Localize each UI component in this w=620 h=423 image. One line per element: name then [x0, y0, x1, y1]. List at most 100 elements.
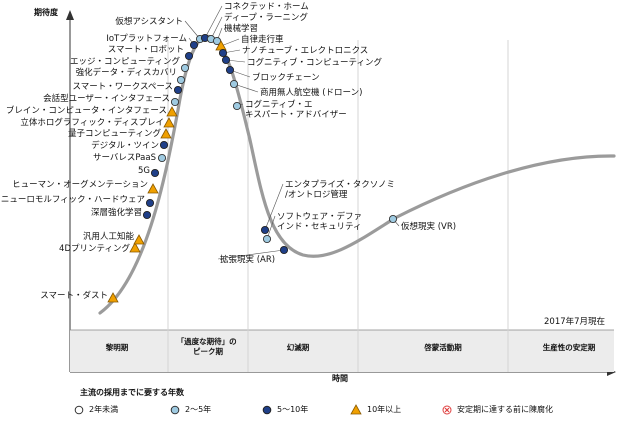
point-label: ディープ・ラーニング — [224, 12, 308, 23]
marker-circle — [189, 40, 199, 50]
legend-item-gt10: 10年以上 — [350, 404, 401, 415]
point-label: スマート・ダスト — [40, 290, 108, 301]
y-axis-title: 期待度 — [34, 7, 59, 17]
marker-circle — [159, 140, 169, 150]
marker-triangle — [147, 183, 159, 194]
legend-row: 2年未満 2～5年 5～10年 10年以上 安定期に達する前に陳腐化 — [74, 404, 614, 418]
point-label: 強化データ・ディスカバリ — [76, 67, 177, 78]
marker-triangle — [107, 292, 119, 303]
marker-circle — [173, 85, 183, 95]
point-label: IoTプラットフォーム — [106, 34, 187, 44]
orange-triangle-icon — [350, 404, 362, 415]
y-axis-arrow — [66, 10, 74, 20]
as-of-note: 2017年7月現在 — [544, 316, 605, 327]
marker-triangle — [129, 242, 141, 253]
point-label: 4Dプリンティング — [59, 243, 130, 254]
phase-label-line2: ピーク期 — [193, 346, 223, 356]
dark-blue-circle-icon — [262, 405, 272, 414]
legend-label: 2～5年 — [185, 405, 212, 414]
point-label: 汎用人工知能 — [83, 231, 135, 242]
legend-item-obsolete: 安定期に達する前に陳腐化 — [442, 404, 553, 415]
marker-circle — [145, 198, 155, 208]
leader-line — [204, 5, 223, 39]
marker-circle — [225, 65, 235, 75]
point-label: 拡張現実 (AR) — [220, 254, 275, 265]
point-label: サーバレスPaaS — [93, 153, 156, 163]
marker-circle — [184, 51, 194, 61]
point-label: ニューロモルフィック・ハードウェア — [1, 195, 145, 205]
point-label: スマート・ワークスペース — [73, 82, 173, 92]
marker-circle — [176, 75, 186, 85]
point-label: ナノチューブ・エレクトロニクス — [242, 45, 368, 56]
x-axis-title: 時間 — [332, 373, 348, 383]
marker-triangle — [163, 117, 175, 128]
legend-title: 主流の採用までに要する年数 — [80, 388, 184, 397]
phase-label-line1: 「過度な期待」の — [177, 336, 237, 346]
point-label: ソフトウェア・デファインド・セキュリティ — [277, 211, 362, 232]
point-label: 5G — [138, 166, 150, 176]
marker-circle — [279, 245, 289, 255]
marker-circle — [157, 153, 167, 163]
point-label: 立体ホログラフィック・ディスプレイ — [20, 117, 164, 128]
point-label-line: コグニティブ・エ — [245, 99, 313, 110]
marker-circle — [260, 225, 270, 235]
point-label: 仮想現実 (VR) — [401, 221, 456, 232]
leader-line — [217, 249, 285, 260]
legend-label: 安定期に達する前に陳腐化 — [457, 405, 553, 414]
marker-triangle — [160, 128, 172, 139]
leader-line — [210, 16, 223, 40]
hype-curve — [98, 34, 616, 315]
phase-labels: 黎明期 「過度な期待」の ピーク期 幻滅期 啓蒙活動期 生産性の安定期 — [106, 336, 596, 356]
point-label: ブレイン・コンピュータ・インタフェース — [6, 105, 167, 116]
legend-item-lt2: 2年未満 — [74, 404, 118, 415]
point-markers — [107, 33, 398, 303]
marker-circle — [232, 101, 242, 111]
legend-item-2-5: 2～5年 — [170, 404, 211, 415]
marker-circle — [218, 48, 228, 58]
point-label: コグニティブ・コンピューティング — [247, 57, 382, 68]
legend-label: 2年未満 — [89, 405, 119, 414]
point-label: 自律走行車 — [241, 34, 284, 45]
point-label: デジタル・ツイン — [91, 140, 159, 151]
phase-label: 啓蒙活動期 — [424, 342, 462, 352]
point-label: 機械学習 — [224, 23, 258, 34]
point-label: スマート・ロボット — [108, 45, 184, 55]
marker-circle — [262, 234, 272, 244]
marker-triangle — [166, 106, 178, 117]
point-label: 量子コンピューティング — [68, 128, 161, 139]
marker-circle — [142, 210, 152, 220]
phase-label: 幻滅期 — [287, 342, 310, 352]
marker-circle — [180, 63, 190, 73]
phase-label: 「過度な期待」の ピーク期 — [177, 336, 240, 356]
marker-circle — [170, 97, 180, 107]
phase-label: 黎明期 — [106, 342, 129, 352]
marker-circle — [388, 214, 398, 224]
point-label-line: /オントロジ管理 — [285, 189, 348, 200]
legend-label: 10年以上 — [367, 405, 402, 414]
point-label: 仮想アシスタント — [115, 16, 183, 27]
legend-label: 5～10年 — [277, 405, 309, 414]
legend-item-5-10: 5～10年 — [262, 404, 308, 415]
point-label-line: インド・セキュリティ — [277, 222, 362, 232]
point-label: エンタプライズ・タクソノミ/オントロジ管理 — [285, 179, 395, 200]
light-blue-circle-icon — [170, 405, 180, 414]
leader-line — [220, 38, 240, 47]
legend: 主流の採用までに要する年数 2年未満 2～5年 5～10年 10年以上 安定期に… — [74, 384, 614, 420]
phase-label: 生産性の安定期 — [543, 342, 596, 352]
white-circle-icon — [74, 405, 84, 414]
leader-line — [233, 83, 259, 93]
obsolete-x-icon — [442, 405, 452, 414]
point-label: 深層強化学習 — [91, 207, 142, 218]
marker-circle — [229, 79, 239, 89]
point-label: ヒューマン・オーグメンテーション — [12, 179, 148, 190]
point-label: エッジ・コンピューティング — [70, 56, 180, 67]
point-label: 商用無人航空機 (ドローン) — [260, 87, 362, 98]
leader-line — [266, 215, 276, 240]
chart-frame — [66, 10, 616, 376]
point-label-line: ソフトウェア・デファ — [277, 211, 362, 222]
point-label: コネクテッド・ホーム — [224, 2, 309, 12]
phase-band — [70, 330, 614, 372]
point-label: ブロックチェーン — [252, 72, 320, 83]
